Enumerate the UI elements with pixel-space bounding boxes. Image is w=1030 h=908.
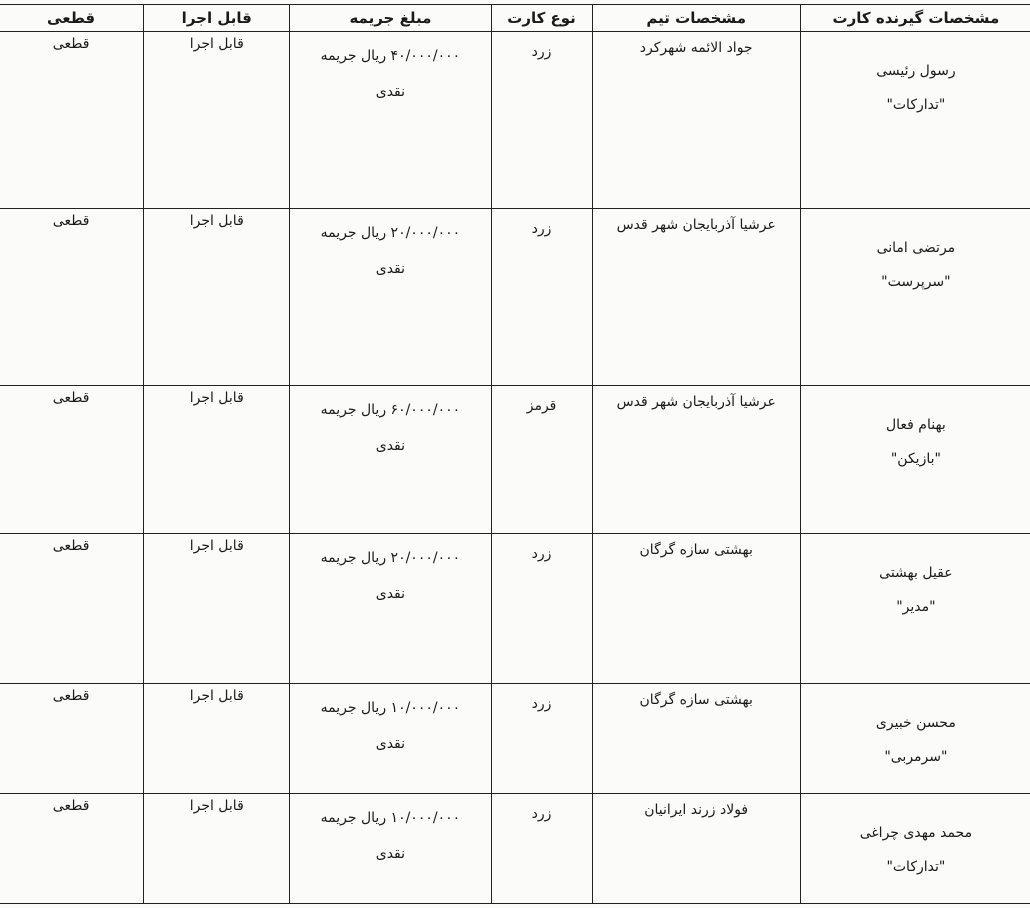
cell-executable: قابل اجرا	[143, 793, 291, 904]
header-final: قطعی	[0, 4, 145, 32]
fine-amount: ۴۰/۰۰۰/۰۰۰ ریال جریمه	[320, 48, 461, 64]
cell-card-type: زرد	[490, 31, 593, 209]
cell-final: قطعی	[0, 385, 145, 534]
person-name: مرتضی امانی	[876, 240, 956, 256]
person-role: "تدارکات"	[886, 859, 946, 875]
cell-card-type: زرد	[490, 533, 593, 684]
cell-fine: ۲۰/۰۰۰/۰۰۰ ریال جریمه نقدی	[289, 208, 492, 386]
table-row: محسن خبیری "سرمربی" بهشتی سازه گرگان زرد ۱۰/…	[0, 683, 1030, 794]
cell-final: قطعی	[0, 31, 145, 209]
person-role: "تدارکات"	[886, 97, 946, 113]
cell-card-type: زرد	[490, 683, 593, 794]
cell-executable: قابل اجرا	[143, 533, 291, 684]
penalty-table: مشخصات گیرنده کارت مشخصات تیم نوع کارت م…	[0, 4, 1030, 904]
cell-person: عقیل بهشتی "مدیر"	[799, 533, 1030, 684]
cell-person: محمد مهدی چراغی "تدارکات"	[799, 793, 1030, 904]
table-row: مرتضی امانی "سرپرست" عرشیا آذربایجان شهر ق…	[0, 208, 1030, 386]
person-name: عقیل بهشتی	[879, 565, 953, 581]
cell-fine: ۱۰/۰۰۰/۰۰۰ ریال جریمه نقدی	[289, 793, 492, 904]
cell-executable: قابل اجرا	[143, 385, 291, 534]
cell-fine: ۲۰/۰۰۰/۰۰۰ ریال جریمه نقدی	[289, 533, 492, 684]
table-header-row: مشخصات گیرنده کارت مشخصات تیم نوع کارت م…	[0, 4, 1030, 32]
person-role: "سرمربی"	[884, 749, 948, 765]
fine-type: نقدی	[375, 846, 406, 862]
cell-executable: قابل اجرا	[143, 208, 291, 386]
person-role: "مدیر"	[896, 599, 936, 615]
header-card-type: نوع کارت	[490, 4, 593, 32]
cell-fine: ۴۰/۰۰۰/۰۰۰ ریال جریمه نقدی	[289, 31, 492, 209]
cell-fine: ۱۰/۰۰۰/۰۰۰ ریال جریمه نقدی	[289, 683, 492, 794]
cell-card-type: زرد	[490, 793, 593, 904]
fine-type: نقدی	[375, 261, 406, 277]
table-row: بهنام فعال "بازیکن" عرشیا آذربایجان شهر قد…	[0, 385, 1030, 534]
fine-amount: ۶۰/۰۰۰/۰۰۰ ریال جریمه	[320, 402, 461, 418]
cell-fine: ۶۰/۰۰۰/۰۰۰ ریال جریمه نقدی	[289, 385, 492, 534]
person-name: محمد مهدی چراغی	[859, 825, 973, 841]
fine-type: نقدی	[375, 84, 406, 100]
fine-amount: ۱۰/۰۰۰/۰۰۰ ریال جریمه	[320, 810, 461, 826]
cell-final: قطعی	[0, 793, 145, 904]
person-role: "سرپرست"	[881, 274, 951, 290]
cell-team: بهشتی سازه گرگان	[591, 533, 801, 684]
person-name: محسن خبیری	[875, 715, 956, 731]
fine-type: نقدی	[375, 586, 406, 602]
table-row: محمد مهدی چراغی "تدارکات" فولاد زرند ایران…	[0, 793, 1030, 904]
cell-team: عرشیا آذربایجان شهر قدس	[591, 208, 801, 386]
cell-team: بهشتی سازه گرگان	[591, 683, 801, 794]
fine-amount: ۲۰/۰۰۰/۰۰۰ ریال جریمه	[320, 225, 461, 241]
fine-type: نقدی	[375, 438, 406, 454]
person-role: "بازیکن"	[890, 451, 941, 467]
header-team: مشخصات تیم	[591, 4, 801, 32]
person-name: رسول رئیسی	[876, 63, 956, 79]
cell-final: قطعی	[0, 683, 145, 794]
cell-final: قطعی	[0, 533, 145, 684]
cell-executable: قابل اجرا	[143, 31, 291, 209]
cell-final: قطعی	[0, 208, 145, 386]
table-row: رسول رئیسی "تدارکات" جواد الائمه شهرکرد زرد…	[0, 31, 1030, 209]
header-person: مشخصات گیرنده کارت	[799, 4, 1030, 32]
cell-card-type: زرد	[490, 208, 593, 386]
cell-card-type: قرمز	[490, 385, 593, 534]
cell-person: بهنام فعال "بازیکن"	[799, 385, 1030, 534]
person-name: بهنام فعال	[885, 417, 946, 433]
cell-team: عرشیا آذربایجان شهر قدس	[591, 385, 801, 534]
cell-team: جواد الائمه شهرکرد	[591, 31, 801, 209]
fine-amount: ۱۰/۰۰۰/۰۰۰ ریال جریمه	[320, 700, 461, 716]
fine-type: نقدی	[375, 736, 406, 752]
cell-team: فولاد زرند ایرانیان	[591, 793, 801, 904]
header-fine: مبلغ جریمه	[289, 4, 492, 32]
cell-executable: قابل اجرا	[143, 683, 291, 794]
fine-amount: ۲۰/۰۰۰/۰۰۰ ریال جریمه	[320, 550, 461, 566]
cell-person: مرتضی امانی "سرپرست"	[799, 208, 1030, 386]
cell-person: رسول رئیسی "تدارکات"	[799, 31, 1030, 209]
table-row: عقیل بهشتی "مدیر" بهشتی سازه گرگان زرد ۲۰/۰۰…	[0, 533, 1030, 684]
cell-person: محسن خبیری "سرمربی"	[799, 683, 1030, 794]
header-executable: قابل اجرا	[143, 4, 291, 32]
